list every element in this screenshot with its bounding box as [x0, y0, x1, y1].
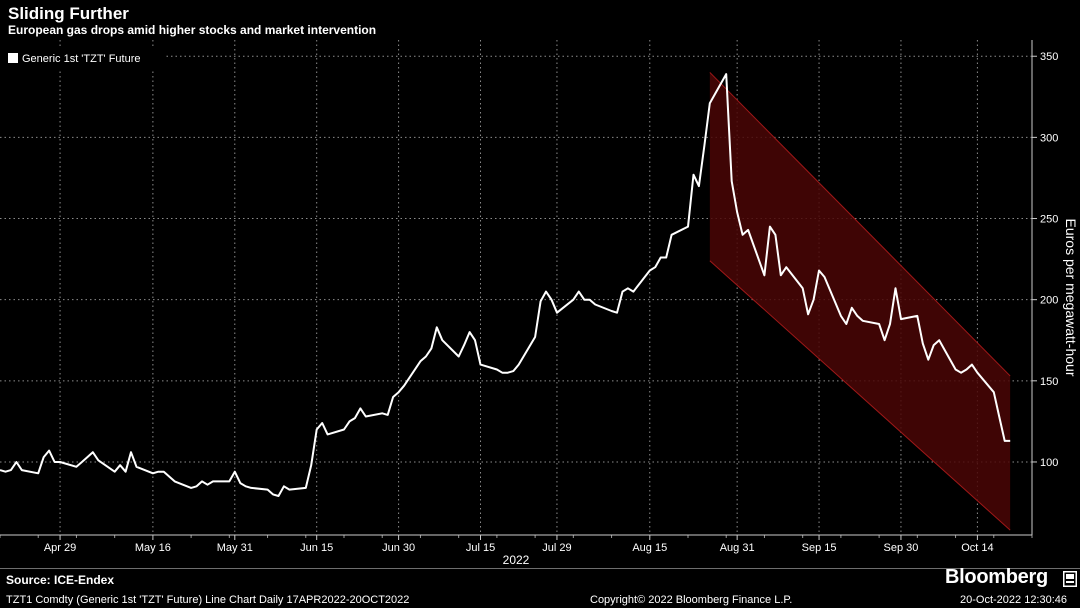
legend-label: Generic 1st 'TZT' Future	[22, 53, 141, 65]
series-line-tzt-future	[0, 73, 1011, 497]
x-axis-year-label: 2022	[503, 553, 530, 566]
chart-title: Sliding Further	[8, 4, 129, 23]
y-tick-label-300: 300	[1040, 132, 1058, 144]
source-note: Source: ICE-Endex	[6, 573, 115, 587]
footer-divider	[0, 568, 1080, 569]
x-tick-label-2022-05-31: May 31	[217, 542, 253, 554]
x-tick-label-2022-09-15: Sep 15	[802, 542, 837, 554]
trend-channel-lower-edge	[709, 260, 1011, 531]
chart-description: TZT1 Comdty (Generic 1st 'TZT' Future) L…	[6, 594, 410, 606]
x-tick-label-2022-04-29: Apr 29	[44, 542, 76, 554]
x-tick-label-2022-07-15: Jul 15	[466, 542, 495, 554]
x-tick-label-2022-09-30: Sep 30	[884, 542, 919, 554]
axis-layer: 100 150 200 250 300 350 Apr 29 May 16 May 31 Jun …	[0, 40, 1058, 554]
y-axis-label: Euros per megawatt-hour	[1063, 219, 1079, 377]
bloomberg-logo: Bloomberg	[945, 566, 1048, 588]
x-tick-label-2022-06-15: Jun 15	[300, 542, 333, 554]
y-tick-label-350: 350	[1040, 51, 1058, 63]
x-tick-label-2022-10-14: Oct 14	[961, 542, 993, 554]
x-tick-label-2022-07-29: Jul 29	[542, 542, 571, 554]
copyright: Copyright© 2022 Bloomberg Finance L.P.	[590, 594, 793, 606]
y-tick-label-250: 250	[1040, 214, 1058, 226]
y-tick-label-200: 200	[1040, 295, 1058, 307]
x-tick-label-2022-06-30: Jun 30	[382, 542, 415, 554]
x-tick-label-2022-08-15: Aug 15	[632, 542, 667, 554]
bloomberg-terminal-icon	[1063, 571, 1077, 587]
chart-subtitle: European gas drops amid higher stocks an…	[8, 23, 377, 37]
timestamp: 20-Oct-2022 12:30:46	[960, 594, 1068, 606]
x-tick-label-2022-05-16: May 16	[135, 542, 171, 554]
trend-channel	[709, 72, 1011, 531]
trend-channel-upper-edge	[709, 72, 1011, 377]
y-tick-label-100: 100	[1040, 457, 1058, 469]
legend-box	[0, 46, 165, 71]
legend: Generic 1st 'TZT' Future	[0, 46, 165, 71]
x-tick-label-2022-08-31: Aug 31	[720, 542, 755, 554]
price-chart: 100 150 200 250 300 350 Apr 29 May 16 May 31 Jun …	[0, 40, 1079, 566]
y-tick-label-150: 150	[1040, 376, 1058, 388]
legend-swatch	[8, 53, 18, 63]
